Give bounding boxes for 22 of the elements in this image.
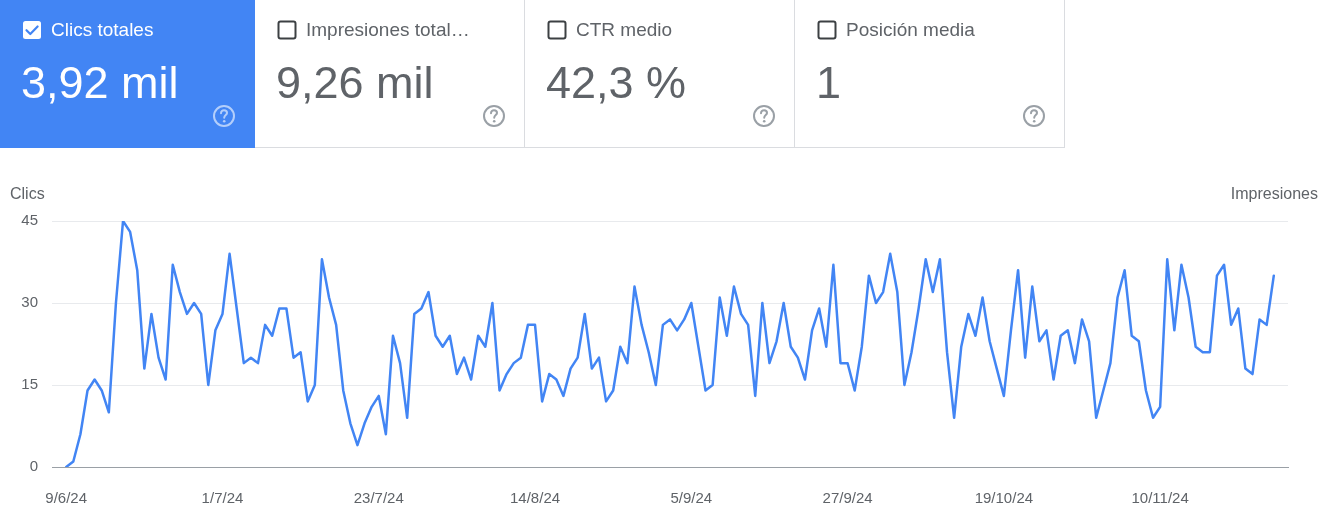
x-tick-label: 1/7/24 <box>201 489 244 507</box>
text: 3,92 mil <box>21 56 179 110</box>
text: CTR medio <box>576 18 673 42</box>
text: Posición media <box>846 18 975 42</box>
y-tick-label: 30 <box>21 293 38 311</box>
y-axis-title: Clics <box>10 185 45 203</box>
x-tick-label: 19/10/24 <box>974 489 1034 507</box>
y-tick-label: 15 <box>21 375 38 393</box>
text: 9,26 mil <box>276 56 434 110</box>
text: 42,3 % <box>546 56 687 110</box>
y-tick-label: 45 <box>21 211 38 229</box>
text: Impresiones total… <box>306 18 470 42</box>
y-tick-label: 0 <box>29 457 38 475</box>
x-tick-label: 5/9/24 <box>670 489 713 507</box>
text: Clics totales <box>51 18 154 42</box>
x-tick-label: 27/9/24 <box>822 489 873 507</box>
x-tick-label: 9/6/24 <box>45 489 88 507</box>
text: 1 <box>816 56 842 110</box>
y2-axis-title: Impresiones <box>1230 185 1318 203</box>
x-tick-label: 14/8/24 <box>510 489 561 507</box>
x-tick-label: 10/11/24 <box>1131 489 1189 507</box>
x-tick-label: 23/7/24 <box>353 489 404 507</box>
